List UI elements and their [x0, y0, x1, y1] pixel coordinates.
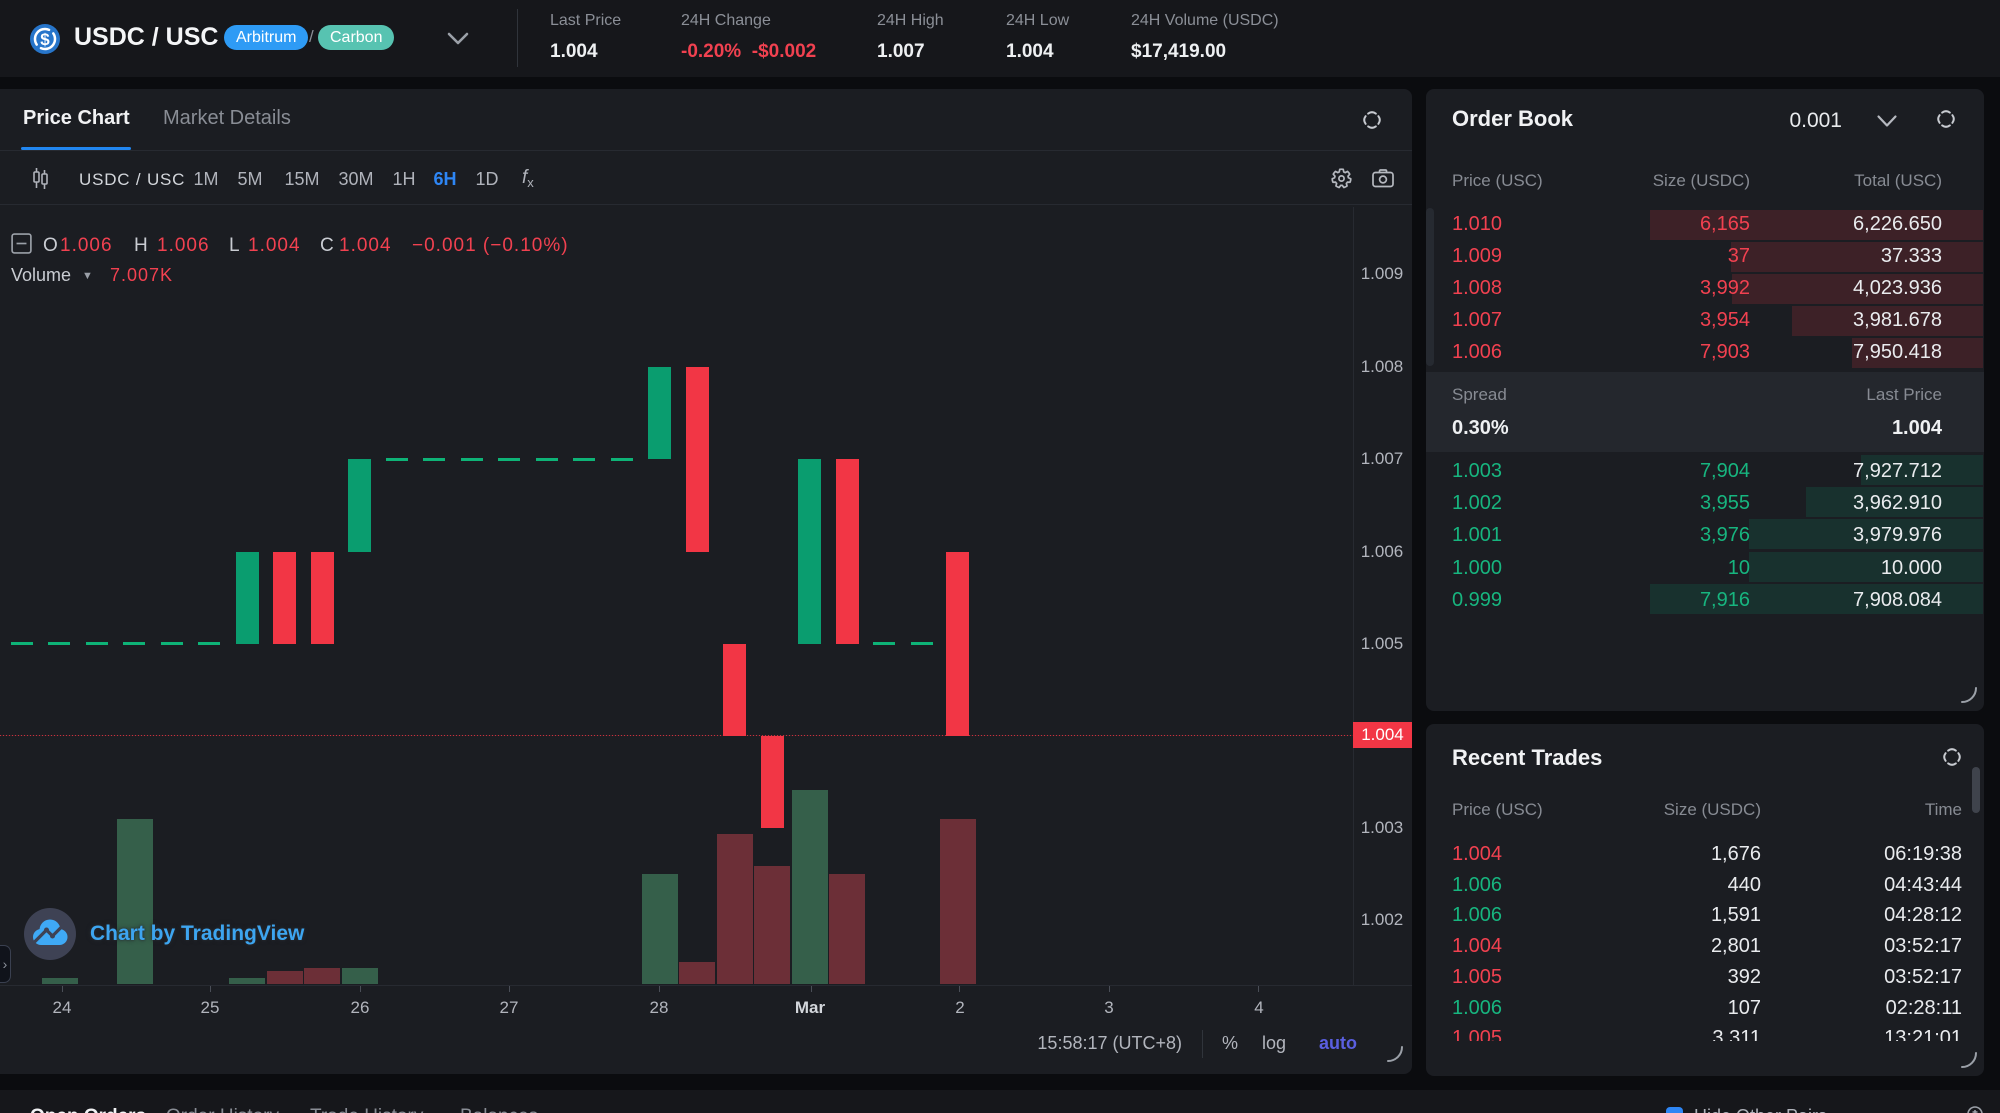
svg-text:$: $: [40, 30, 50, 49]
